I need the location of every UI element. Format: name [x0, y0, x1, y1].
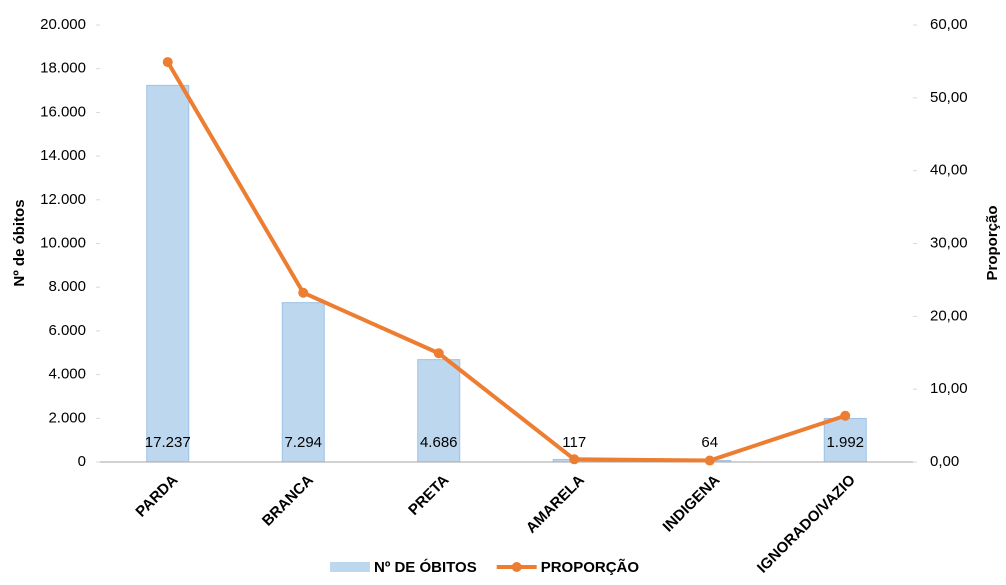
y-tick-label: 2.000 [48, 409, 86, 426]
y-tick-label: 6.000 [48, 322, 86, 339]
x-tick-label: IGNORADO/VAZIO [754, 471, 859, 576]
y-tick-label: 18.000 [40, 60, 86, 77]
line-marker [298, 287, 309, 298]
x-tick-label: BRANCA [259, 471, 317, 529]
y2-tick-label: 50,00 [930, 89, 968, 106]
legend-swatch [511, 562, 522, 572]
value-label: 64 [701, 434, 718, 451]
x-tick-label: AMARELA [523, 472, 588, 537]
y-tick-label: 8.000 [48, 278, 86, 295]
y-tick-label: 14.000 [40, 147, 86, 164]
y-tick-label: 0 [78, 453, 86, 470]
y2-tick-label: 0,00 [930, 453, 959, 470]
legend-label: PROPORÇÃO [541, 558, 640, 576]
y-tick-label: 20.000 [40, 16, 86, 33]
bar [417, 359, 461, 463]
y-tick-label: 12.000 [40, 191, 86, 208]
value-label: 117 [562, 434, 586, 451]
value-label: 4.686 [420, 434, 458, 451]
x-tick-label: PRETA [405, 472, 452, 519]
bar [146, 84, 190, 463]
y-axis-title: Nº de óbitos [11, 199, 28, 286]
y-tick-label: 16.000 [40, 103, 86, 120]
y2-tick-label: 20,00 [930, 307, 968, 324]
y-tick-label: 10.000 [40, 234, 86, 251]
x-tick-label: PARDA [132, 472, 181, 521]
value-label: 17.237 [145, 434, 191, 451]
value-label: 7.294 [284, 434, 322, 451]
line-marker [840, 410, 851, 421]
line-marker [433, 348, 444, 359]
y2-tick-label: 30,00 [930, 234, 968, 251]
line-marker [162, 57, 173, 68]
y2-tick-label: 40,00 [930, 162, 968, 179]
y2-tick-label: 10,00 [930, 380, 968, 397]
y2-tick-label: 60,00 [930, 16, 968, 33]
bar [823, 417, 867, 463]
line-marker [704, 455, 715, 466]
line-marker [569, 454, 580, 465]
legend-swatch [330, 562, 370, 572]
line [166, 61, 846, 463]
value-label: 1.992 [826, 434, 864, 451]
y-tick-label: 4.000 [48, 366, 86, 383]
legend-label: Nº DE ÓBITOS [374, 558, 477, 576]
x-tick-label: INDIGENA [660, 472, 724, 536]
bar [281, 302, 325, 463]
y2-axis-title: Proporção [984, 205, 1001, 280]
